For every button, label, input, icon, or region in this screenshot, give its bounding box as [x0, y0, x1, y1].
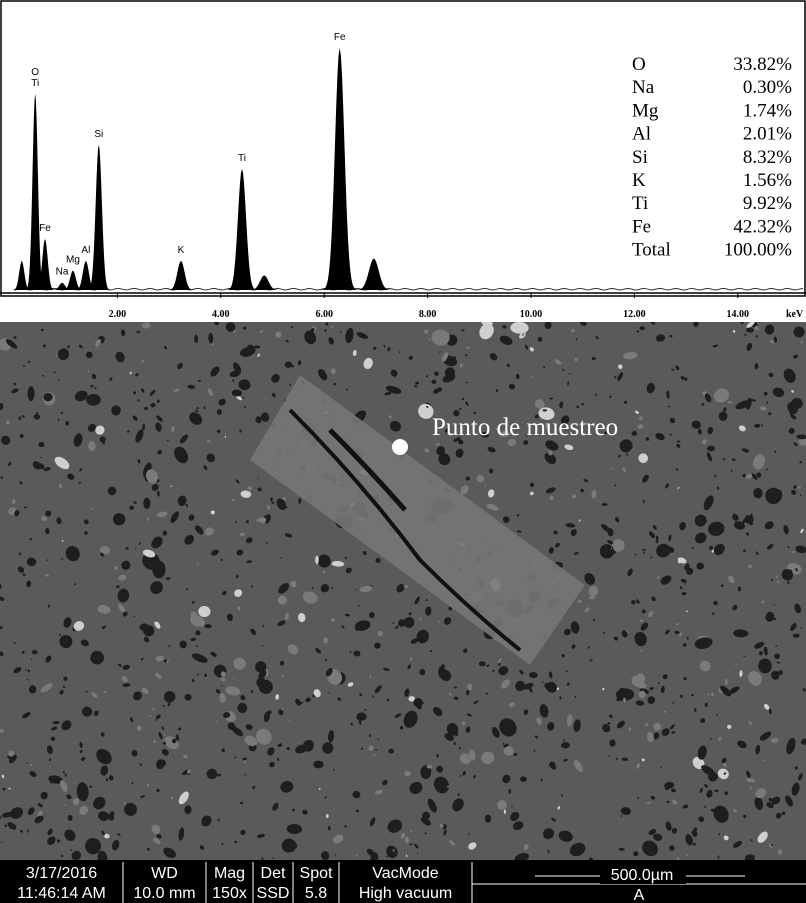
- peak-label: Al: [81, 245, 90, 256]
- info-text: 11:46:14 AM: [17, 885, 106, 902]
- grain: [669, 434, 672, 435]
- info-text: High vacuum: [359, 885, 452, 902]
- element: Na: [632, 77, 655, 98]
- percent: 1.74%: [743, 100, 792, 121]
- peak-label: Ti: [238, 153, 246, 164]
- sem-image: [0, 317, 806, 865]
- percent: 0.30%: [743, 77, 792, 98]
- page: keV 2.004.006.008.0010.0012.0014.00OTiFe…: [0, 0, 806, 903]
- grain: [44, 393, 53, 401]
- scale-label: 500.0µm: [611, 867, 674, 884]
- grain: [232, 389, 242, 396]
- x-tick-label: 4.00: [212, 309, 230, 320]
- info-text: Mag: [214, 865, 245, 882]
- info-text: VacMode: [372, 865, 439, 882]
- element: Fe: [632, 216, 651, 237]
- info-text: 10.0 mm: [133, 885, 195, 902]
- element: O: [632, 54, 646, 75]
- element: Al: [632, 124, 651, 145]
- grain: [322, 742, 333, 754]
- info-text: Det: [261, 865, 286, 882]
- percent: 8.32%: [743, 147, 792, 168]
- peak-label: Ti: [31, 78, 39, 89]
- grain: [601, 503, 607, 506]
- percent: 2.01%: [743, 124, 792, 145]
- x-unit: keV: [786, 309, 804, 320]
- x-tick-label: 8.00: [419, 309, 437, 320]
- grain: [86, 394, 101, 406]
- percent: 1.56%: [743, 170, 792, 191]
- x-tick-label: 10.00: [520, 309, 543, 320]
- element: K: [632, 170, 646, 191]
- element: Ti: [632, 193, 648, 214]
- x-tick-label: 12.00: [623, 309, 646, 320]
- x-tick-label: 6.00: [315, 309, 333, 320]
- sample-point: [392, 439, 408, 455]
- grain: [713, 601, 717, 605]
- info-text: WD: [151, 865, 178, 882]
- peak-label: Mg: [66, 255, 80, 266]
- x-tick-label: 14.00: [727, 309, 750, 320]
- grain: [746, 327, 754, 332]
- grain: [271, 502, 274, 504]
- grain: [388, 749, 394, 754]
- percent: 33.82%: [733, 54, 792, 75]
- info-text: 5.8: [305, 885, 327, 902]
- info-text: 150x: [212, 885, 247, 902]
- percent: 100.00%: [724, 240, 792, 261]
- x-tick-label: 2.00: [109, 309, 127, 320]
- peak-label: Fe: [39, 223, 51, 234]
- info-text: 3/17/2016: [26, 865, 97, 882]
- grain: [467, 684, 472, 691]
- image-annotation: Punto de muestreo: [432, 414, 618, 441]
- grain: [166, 577, 171, 580]
- info-text: SSD: [257, 885, 290, 902]
- peak-label: Si: [94, 129, 103, 140]
- element: Total: [632, 240, 671, 261]
- spectrum-frame: [1, 1, 805, 296]
- info-text: Spot: [300, 865, 333, 882]
- peak-label: K: [178, 245, 185, 256]
- detector: A: [634, 887, 645, 903]
- percent: 42.32%: [733, 216, 792, 237]
- percent: 9.92%: [743, 193, 792, 214]
- peak-label: Na: [56, 267, 69, 278]
- element: Mg: [632, 100, 659, 121]
- grain: [579, 519, 581, 521]
- peak-label: Fe: [334, 32, 346, 43]
- peak-label: O: [31, 67, 39, 78]
- grain: [28, 386, 35, 401]
- element: Si: [632, 147, 648, 168]
